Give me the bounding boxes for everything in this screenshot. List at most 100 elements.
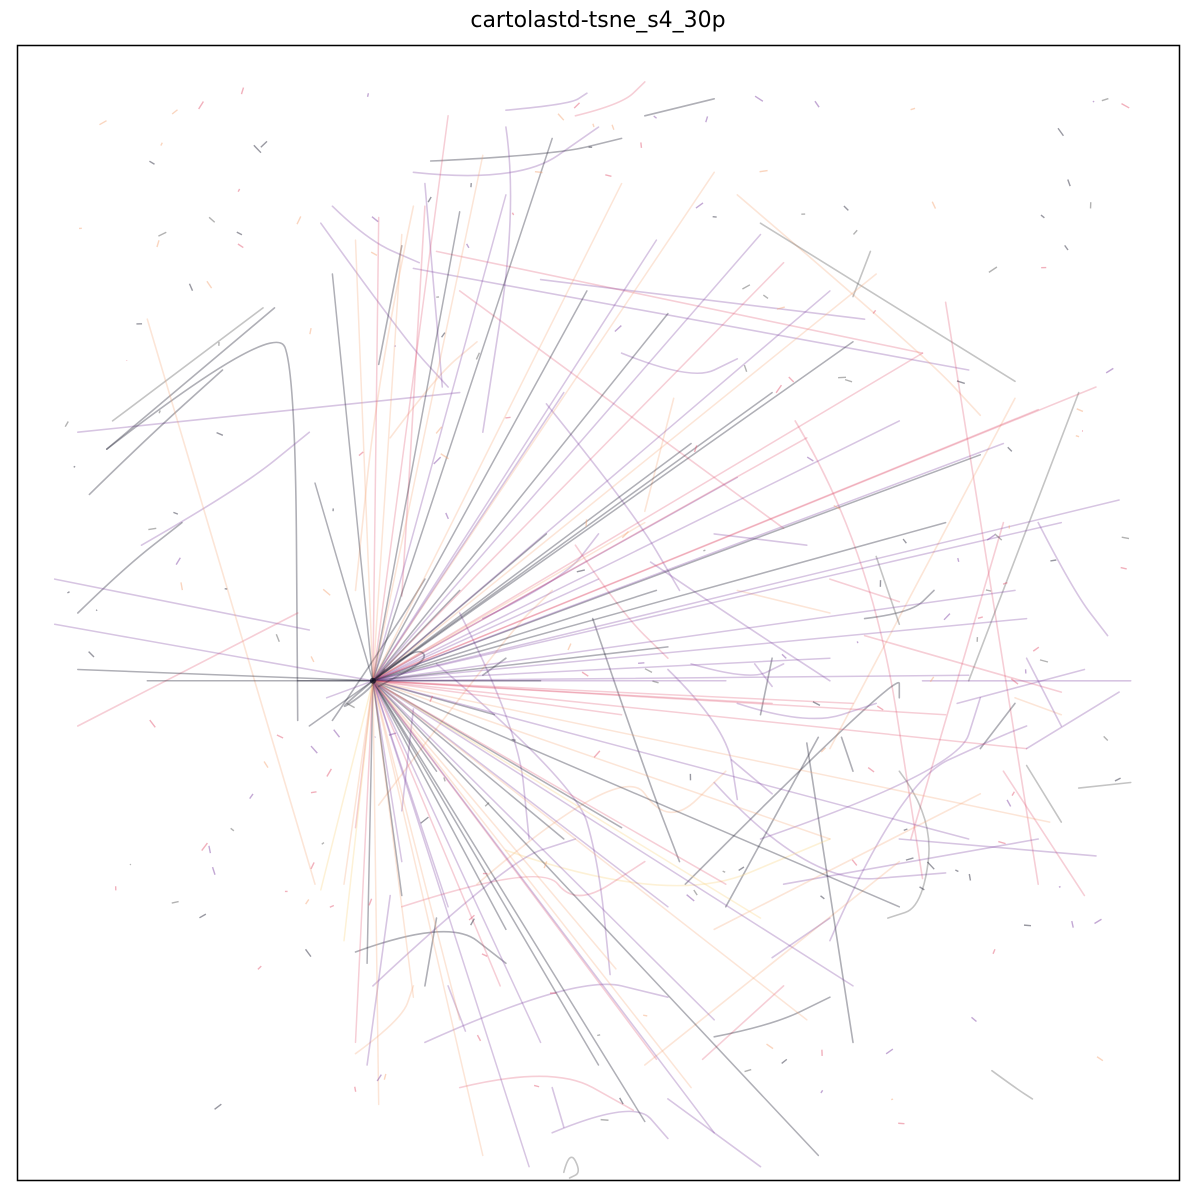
short-trajectory-219 (876, 705, 884, 711)
trajectory-line-88 (377, 245, 403, 366)
short-trajectory-147 (333, 729, 341, 738)
short-trajectory-218 (986, 534, 996, 541)
short-trajectory-95 (592, 123, 595, 128)
short-trajectory-81 (366, 93, 370, 97)
lines-layer (53, 81, 1132, 1179)
trajectory-line-22 (852, 250, 872, 298)
dots-layer (64, 87, 1130, 1125)
short-trajectory-54 (903, 828, 908, 832)
short-trajectory-36 (534, 170, 543, 174)
trajectory-line-34 (759, 697, 982, 840)
hub-line-54 (372, 680, 646, 1123)
hub-line-73 (372, 680, 970, 840)
short-trajectory-169 (420, 816, 429, 824)
hub-line-72 (372, 680, 901, 908)
hub-line-48 (372, 680, 496, 716)
hub-line-53 (372, 680, 600, 1066)
hub-line-40 (372, 674, 970, 682)
hub-line-82 (372, 680, 617, 970)
short-trajectory-217 (931, 201, 937, 209)
hub-line-25 (372, 239, 658, 682)
trajectory-line-100 (771, 917, 831, 959)
short-trajectory-163 (985, 589, 992, 592)
trajectory-line-28 (1025, 691, 1120, 750)
hub-line-51 (372, 680, 507, 931)
short-trajectory-92 (754, 95, 764, 102)
short-trajectory-138 (171, 900, 179, 904)
hub-line-41 (372, 680, 947, 716)
short-trajectory-23 (88, 651, 95, 658)
short-trajectory-189 (470, 918, 475, 926)
short-trajectory-167 (742, 284, 751, 290)
hub-line-74 (372, 680, 1028, 750)
trajectory-line-93 (563, 1156, 580, 1179)
trajectory-line-89 (354, 985, 415, 1055)
trajectory-line-26 (910, 521, 1005, 840)
hub-line-8 (372, 499, 1120, 682)
hub-line-15 (372, 386, 1097, 682)
short-trajectory-27 (180, 582, 184, 591)
short-trajectory-10 (867, 766, 875, 773)
trajectory-line-14 (574, 81, 646, 117)
hub-line-30 (372, 476, 739, 682)
hub-line-50 (372, 680, 449, 908)
hub-line-58 (372, 680, 415, 998)
trajectory-line-55 (551, 1086, 565, 1128)
trajectory-line-92 (447, 985, 467, 1032)
short-trajectory-43 (481, 953, 488, 957)
short-trajectory-28 (543, 861, 548, 869)
short-trajectory-146 (781, 653, 787, 659)
short-trajectory-106 (466, 243, 470, 249)
short-trajectory-128 (511, 212, 515, 216)
short-trajectory-31 (703, 549, 706, 552)
trajectory-line-91 (424, 917, 438, 987)
short-trajectory-13 (957, 557, 960, 562)
short-trajectory-60 (1007, 446, 1013, 452)
chart-title: cartolastd-tsne_s4_30p (470, 8, 726, 33)
short-trajectory-139 (511, 738, 516, 741)
hub-line-66 (372, 680, 484, 1157)
short-trajectory-111 (593, 750, 601, 758)
trajectory-line-85 (424, 182, 444, 388)
short-trajectory-5 (533, 1084, 540, 1088)
short-trajectory-75 (505, 416, 511, 419)
short-trajectory-25 (440, 332, 446, 338)
short-trajectory-198 (693, 889, 698, 896)
short-trajectory-56 (652, 680, 659, 684)
short-trajectory-195 (619, 1097, 624, 1105)
hub-line-4 (372, 521, 947, 682)
hub-line-21 (372, 233, 403, 682)
hub-line-42 (372, 680, 854, 705)
trajectory-line-43 (644, 860, 901, 1066)
short-trajectory-130 (919, 886, 925, 891)
hub-line-31 (372, 391, 565, 682)
hub-line-75 (372, 680, 1051, 823)
short-trajectory-46 (129, 863, 132, 866)
short-trajectory-216 (263, 761, 269, 769)
trajectory-line-74 (829, 578, 901, 603)
hub-line-35 (372, 533, 548, 682)
trajectory-line-24 (829, 397, 1016, 750)
trajectory-line-4 (106, 307, 276, 450)
hub-line-24 (372, 182, 623, 682)
short-trajectory-183 (788, 376, 795, 383)
short-trajectory-188 (843, 205, 849, 211)
hub-line-81 (372, 680, 669, 908)
trajectory-line-62 (401, 708, 415, 812)
short-trajectory-86 (468, 914, 475, 921)
hub-line-94 (331, 273, 374, 682)
hub-line-63 (354, 680, 374, 829)
hub-line-23 (372, 154, 484, 682)
short-trajectory-40 (275, 633, 280, 643)
hub-line-18 (372, 137, 553, 682)
trajectory-line-61 (331, 578, 426, 722)
short-trajectory-191 (943, 613, 951, 621)
hub-line-93 (314, 482, 374, 682)
trajectory-line-86 (320, 222, 449, 388)
hub-point (369, 677, 376, 684)
hub-line-6 (372, 442, 1005, 682)
short-trajectory-180 (1023, 924, 1032, 927)
trajectory-line-35 (782, 838, 1039, 885)
short-trajectory-160 (992, 949, 996, 955)
